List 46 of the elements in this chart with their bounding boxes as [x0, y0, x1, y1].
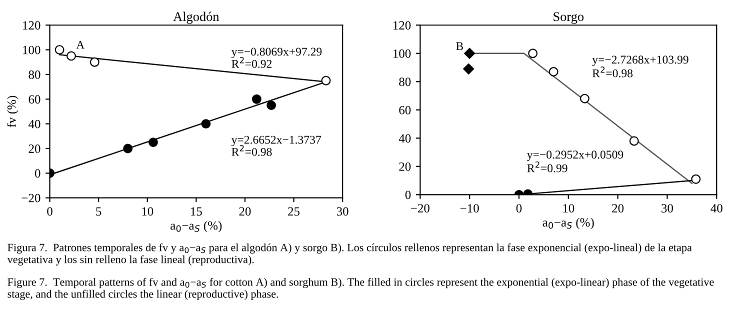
annotation: A	[76, 40, 85, 49]
y-tick-label: 0	[405, 190, 411, 200]
annotation: B	[456, 42, 464, 50]
y-tick-label: 20	[28, 144, 40, 153]
y-tick-label: 0	[34, 169, 40, 178]
y-tick-label: −20	[22, 194, 40, 202]
y-tick-label: 100	[23, 46, 40, 54]
annotation: R$^{2}$=0.98	[592, 66, 633, 78]
y-tick-label: 60	[28, 95, 40, 104]
x-tick-label: 25	[288, 207, 300, 216]
x-tick-label: 0	[516, 204, 522, 213]
y-tick-label: 120	[393, 21, 411, 30]
x-tick-label: 0	[47, 207, 52, 216]
x-tick-label: 10	[563, 204, 574, 213]
y-tick-label: 20	[399, 162, 411, 171]
text: Figura 7. Patrones temporales de fv y a$_{0}$−a$_{S}$ para el algodón A) y sorgo B). Los círculos rellenos representan la fase exponencial (expo-lineal) de la etapa vegetativa y los sin relleno la fase lineal (reproductiva).	[7, 243, 692, 266]
annotation: y=−0.8069x+97.29	[231, 48, 322, 58]
y-tick-label: 80	[399, 78, 411, 86]
x-tick-label: 5	[96, 207, 102, 216]
y-tick-label: 60	[399, 106, 411, 114]
y-axis-title: fv (%)	[6, 96, 18, 128]
caption: Figure 7. Temporal patterns of fv and a$_{0}$−a$_{S}$ for cotton A) and sorghum B). The filled in circles represent the exponential (expo-linear) phase of the vegetative stage, and the unfilled circles the linear (reproductive) phase.	[8, 278, 714, 300]
annotation: R$^{2}$=0.98	[232, 145, 272, 156]
annotation: R$^{2}$=0.99	[527, 161, 568, 172]
annotation: y=−2.7268x+103.99	[592, 56, 688, 66]
x-tick-label: 30	[336, 207, 348, 216]
y-tick-label: 40	[398, 134, 411, 143]
chart-title: Algodón	[173, 12, 220, 24]
annotation: y=−0.2952x+0.0509	[527, 150, 624, 162]
x-tick-label: 30	[662, 204, 673, 213]
x-tick-label: 10	[142, 207, 154, 216]
annotation: y=2.6652x−1.3737	[231, 136, 322, 146]
y-tick-label: 80	[28, 70, 40, 79]
y-tick-label: 120	[23, 21, 40, 30]
y-tick-label: 100	[393, 49, 411, 58]
x-tick-label: 15	[191, 207, 202, 216]
x-axis-title: a$_{0}$−a$_{S}$ (%)	[542, 218, 594, 230]
x-tick-label: −20	[411, 204, 430, 213]
chart-title: Sorgo	[554, 12, 584, 24]
annotation: R$^{2}$=0.92	[232, 57, 272, 68]
x-tick-label: 40	[710, 204, 722, 213]
x-tick-label: −10	[460, 204, 479, 213]
x-axis-title: a$_{0}$−a$_{S}$ (%)	[170, 220, 222, 232]
x-tick-label: 20	[239, 207, 251, 216]
x-tick-label: 20	[612, 204, 624, 213]
y-tick-label: 40	[28, 120, 40, 128]
